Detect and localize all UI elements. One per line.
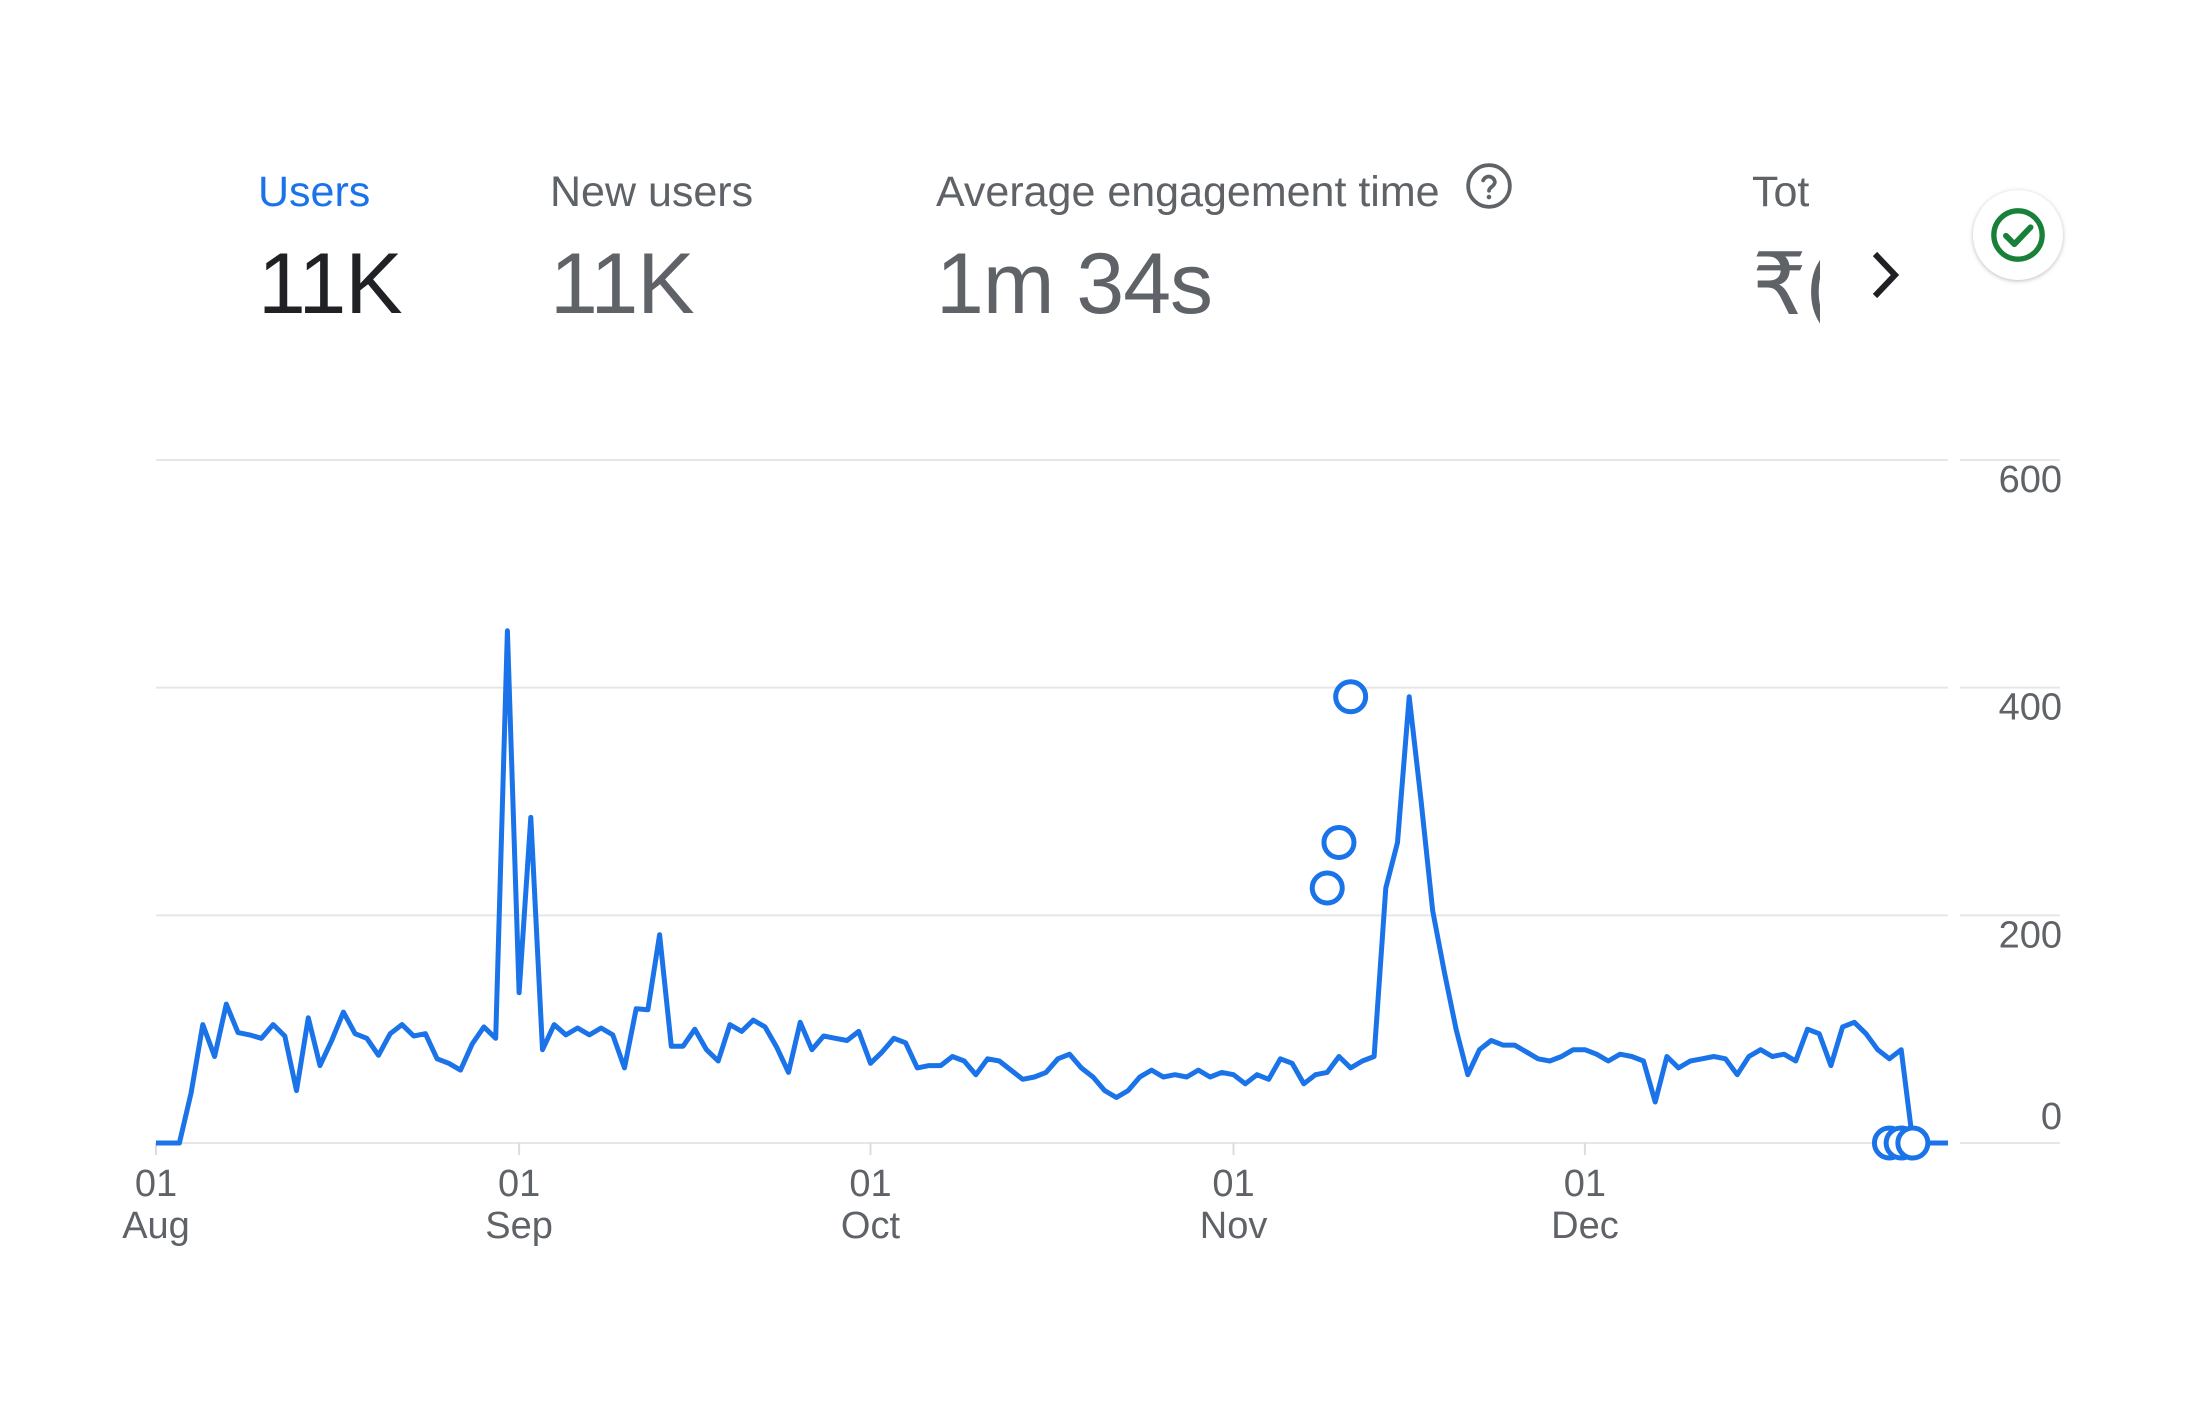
y-tick-label: 0 bbox=[2041, 1096, 2062, 1138]
metric-tab-users[interactable]: Users 11K bbox=[258, 168, 403, 334]
check-circle-icon bbox=[1991, 208, 2045, 262]
metric-tab-new-users[interactable]: New users 11K bbox=[550, 168, 753, 334]
chevron-right-icon bbox=[1872, 251, 1900, 299]
y-tick-label: 400 bbox=[1999, 687, 2062, 729]
x-tick-day: 01 bbox=[498, 1163, 540, 1205]
metric-value: 1m 34s bbox=[936, 236, 1213, 332]
highlighted-data-point[interactable] bbox=[1895, 1125, 1931, 1161]
x-tick-month: Aug bbox=[122, 1205, 190, 1247]
highlighted-data-point[interactable] bbox=[1333, 679, 1369, 715]
next-metrics-button[interactable] bbox=[1855, 240, 1915, 310]
metric-tab-average-engagement-time[interactable]: Average engagement time 1m 34s bbox=[936, 162, 1514, 334]
metric-label: Users bbox=[258, 168, 371, 216]
metric-label: Average engagement time bbox=[936, 168, 1440, 216]
x-tick-day: 01 bbox=[849, 1163, 891, 1205]
chart-grid bbox=[156, 459, 2060, 1144]
y-tick-label: 200 bbox=[1999, 914, 2062, 956]
highlighted-data-point[interactable] bbox=[1321, 824, 1357, 860]
metric-tab-total-revenue[interactable]: Tot ₹( bbox=[1752, 168, 1820, 335]
metric-value: 11K bbox=[550, 236, 695, 332]
metric-label-row: Average engagement time bbox=[936, 162, 1514, 217]
y-axis-ticks: 600 400 200 0 bbox=[1999, 459, 2062, 1138]
metric-value: 11K bbox=[258, 236, 403, 332]
x-tick-month: Sep bbox=[485, 1205, 553, 1247]
metric-label: Tot bbox=[1752, 168, 1810, 216]
metric-label: New users bbox=[550, 168, 754, 216]
x-tick-day: 01 bbox=[1564, 1163, 1606, 1205]
x-tick-day: 01 bbox=[135, 1163, 177, 1205]
status-check-button[interactable] bbox=[1973, 190, 2063, 280]
x-tick-month: Oct bbox=[841, 1205, 901, 1247]
x-tick-month: Nov bbox=[1200, 1205, 1268, 1247]
help-circle-icon[interactable] bbox=[1464, 161, 1514, 211]
x-tick-month: Dec bbox=[1551, 1205, 1619, 1247]
x-tick-day: 01 bbox=[1212, 1163, 1254, 1205]
highlighted-data-point[interactable] bbox=[1309, 870, 1345, 906]
metric-value: ₹( bbox=[1752, 237, 1820, 333]
y-tick-label: 600 bbox=[1999, 459, 2062, 501]
users-series-line bbox=[156, 628, 1948, 1146]
chart-series bbox=[156, 628, 1948, 1161]
